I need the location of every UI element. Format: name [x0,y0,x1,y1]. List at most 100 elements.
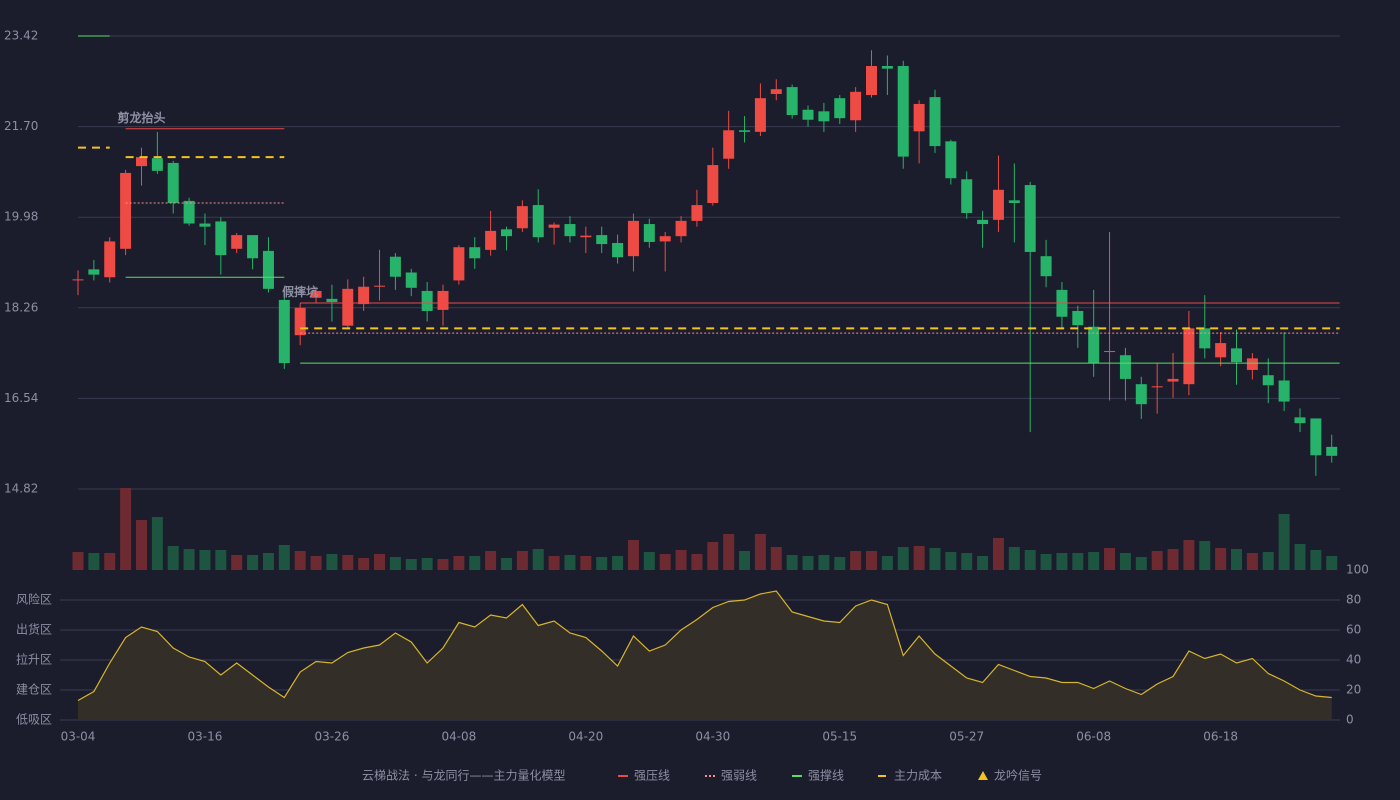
volume-bar [389,557,401,570]
volume-bar [358,558,370,570]
y2-tick-label: 40 [1346,653,1361,667]
volume-bar [1231,549,1243,570]
candle-body [786,87,798,116]
volume-bar [675,550,687,570]
candle-body [850,91,862,121]
volume-bar [850,551,862,570]
volume-bar [310,556,322,570]
volume-bar [1326,556,1338,570]
volume-bar [961,553,973,570]
volume-bar [627,540,639,570]
candle-body [1040,256,1052,277]
candle-body [278,299,290,364]
candle-body [866,66,877,95]
volume-bar [516,551,528,570]
volume-bar [1246,553,1258,570]
volume-bar [1183,540,1195,570]
volume-bar [881,556,893,570]
candle-body [389,256,401,277]
candle-body [120,172,132,249]
volume-bar [326,554,338,570]
candle-body [992,189,1004,220]
candle-body [485,230,497,250]
volume-bar [500,558,512,570]
candle-body [262,250,274,289]
y-tick-label: 14.82 [4,482,38,496]
x-tick-label: 05-27 [949,730,984,744]
volume-bar [754,534,766,570]
candle-body [1183,328,1195,385]
candle-body [1151,386,1163,388]
candle-body [977,219,989,225]
candle-body [945,141,957,179]
volume-bar [548,556,560,570]
volume-bar [659,554,671,570]
candle-body [358,286,370,305]
volume-bar [374,554,386,570]
volume-bar [1278,514,1290,570]
indicator-area [78,591,1332,720]
candle-body [564,224,576,237]
volume-bar [421,558,433,570]
volume-bar [199,550,211,570]
y2-tick-label: 100 [1346,563,1369,577]
legend-label: 强撑线 [808,768,844,783]
candle-body [1167,378,1179,382]
candle-body [500,229,512,237]
legend-title: 云梯战法 · 与龙同行——主力量化模型 [362,769,565,783]
volume-bar [691,554,703,570]
candle-body [88,269,100,275]
volume-bar [643,552,655,570]
volume-bar [453,556,465,570]
candle-body [580,235,592,238]
candle-body [1088,326,1100,364]
volume-bar [580,556,592,570]
candle-body [548,224,560,228]
volume-bar [770,547,782,570]
y-tick-label: 21.70 [4,119,38,133]
volume-bar [564,555,576,570]
candle-body [929,97,941,147]
candle-body [1104,350,1116,353]
x-tick-label: 03-16 [188,730,223,744]
volume-bar [1215,548,1227,570]
volume-bar [231,555,243,570]
candle-body [818,111,830,122]
candle-body [453,247,465,281]
candle-body [135,157,147,167]
volume-bar [167,546,179,570]
x-tick-label: 06-18 [1203,730,1238,744]
volume-bar [1088,552,1100,570]
volume-bar [786,555,798,570]
candle-body [961,179,973,213]
candle-body [1119,355,1131,379]
candle-body [881,66,893,69]
volume-bar [469,556,481,570]
volume-bar [1151,551,1163,570]
candle-body [1294,417,1306,424]
candle-body [913,103,925,132]
candle-body [342,288,354,326]
legend-label: 主力成本 [894,769,942,783]
x-tick-label: 04-30 [695,730,730,744]
candle-body [1135,384,1147,405]
candle-body [770,89,782,94]
volume-bar [818,555,830,570]
volume-bar [1310,550,1322,570]
volume-bar [247,555,259,570]
candle-body [596,235,608,245]
candle-body [231,235,243,249]
candle-body [247,235,259,259]
volume-bar [945,552,957,570]
candle-body [675,220,687,237]
candle-body [1072,310,1084,326]
candle-body [1246,358,1258,370]
candle-body [326,298,338,303]
candle-body [405,272,417,288]
x-tick-label: 03-04 [61,730,96,744]
y2-tick-label: 60 [1346,623,1361,637]
x-tick-label: 05-15 [822,730,857,744]
volume-bar [802,556,814,570]
volume-bar [405,559,417,570]
y2-tick-label: 0 [1346,713,1354,727]
